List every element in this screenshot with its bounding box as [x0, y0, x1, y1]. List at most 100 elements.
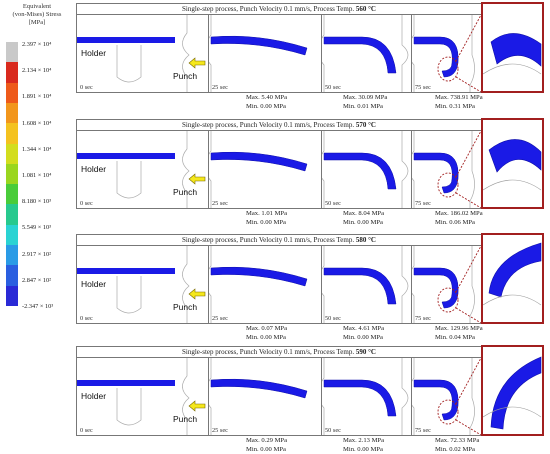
- arrow-icon: [188, 400, 206, 412]
- max-stress: Max. 4.61 MPa: [343, 325, 385, 332]
- legend-swatch: [6, 42, 18, 63]
- time-label: 75 sec: [415, 427, 431, 434]
- stress-stats: Max. 4.61 MPa Min. 0.00 MPa: [343, 324, 384, 342]
- workpiece-bent: [413, 379, 459, 421]
- punch-outline: [401, 131, 409, 208]
- min-stress: Min. 0.06 MPa: [435, 219, 475, 226]
- stress-stats: Max. 738.91 MPa Min. 0.31 MPa: [435, 93, 483, 111]
- workpiece-bent: [323, 36, 397, 74]
- holder-label: Holder: [81, 48, 107, 58]
- legend-tick-label: -2.347 × 10³: [22, 303, 54, 310]
- zoom-leader-line: [455, 192, 481, 208]
- time-panel: 25 sec: [208, 130, 323, 209]
- die-outline: [412, 131, 415, 208]
- zoom-leader-line: [455, 15, 481, 62]
- die-outline: [322, 131, 325, 208]
- punch-outline: [401, 15, 409, 92]
- time-label: 0 sec: [80, 200, 93, 207]
- holder-label: Holder: [81, 164, 107, 174]
- time-panel: Holder Punch 0 sec: [76, 357, 210, 436]
- legend-tick-label: 5.549 × 10³: [22, 224, 52, 232]
- die-outline: [322, 15, 325, 92]
- zoomed-workpiece: [488, 242, 542, 298]
- workpiece-bent: [210, 35, 308, 56]
- punch-label: Punch: [173, 187, 198, 197]
- time-panel: 50 sec: [321, 245, 413, 324]
- zoomed-die-edge: [483, 294, 542, 306]
- zoom-region-circle: [437, 56, 459, 82]
- case-title-text: Single-step process, Punch Velocity 0.1 …: [182, 348, 356, 356]
- workpiece-bent: [210, 266, 308, 287]
- legend-tick-label: 8.180 × 10³: [22, 198, 52, 206]
- stress-stats: Max. 1.01 MPa Min. 0.00 MPa: [246, 209, 287, 227]
- time-label: 0 sec: [80, 315, 93, 322]
- die-outline: [209, 131, 212, 208]
- stress-stats: Max. 5.40 MPa Min. 0.00 MPa: [246, 93, 287, 111]
- stress-stats: Max. 72.33 MPa Min. 0.02 MPa: [435, 436, 479, 454]
- punch-label: Punch: [173, 414, 198, 424]
- time-label: 50 sec: [325, 84, 341, 91]
- punch-label: Punch: [173, 302, 198, 312]
- time-panel: 75 sec: [411, 357, 482, 436]
- workpiece-sheet: [77, 268, 175, 274]
- time-panel: Holder Punch 0 sec: [76, 130, 210, 209]
- holder-outline: [116, 276, 142, 314]
- legend-swatch: [6, 184, 18, 205]
- time-label: 50 sec: [325, 200, 341, 207]
- workpiece-bent: [323, 379, 397, 417]
- legend-swatch: [6, 224, 18, 246]
- time-panel: 50 sec: [321, 14, 413, 93]
- legend-swatch: [6, 62, 18, 84]
- max-stress: Max. 186.02 MPa: [435, 210, 483, 217]
- case-temperature: 560 °C: [355, 5, 376, 13]
- zoom-leader-line: [455, 76, 481, 92]
- time-panel: 75 sec: [411, 14, 482, 93]
- workpiece-bent: [413, 36, 459, 78]
- zoom-region-circle: [437, 287, 459, 313]
- time-label: 75 sec: [415, 315, 431, 322]
- legend-tick-label: 1.608 × 10⁴: [22, 119, 52, 127]
- max-stress: Max. 738.91 MPa: [435, 94, 483, 101]
- punch-outline: [182, 15, 190, 92]
- min-stress: Min. 0.00 MPa: [246, 446, 286, 453]
- workpiece-bent: [323, 267, 397, 305]
- arrow-icon: [188, 288, 206, 300]
- zoomed-workpiece: [490, 356, 542, 430]
- zoom-panel: [481, 233, 544, 324]
- punch-outline: [401, 246, 409, 323]
- time-panel: 25 sec: [208, 245, 323, 324]
- time-label: 50 sec: [325, 315, 341, 322]
- punch-outline: [182, 131, 190, 208]
- zoom-region-circle: [437, 172, 459, 198]
- workpiece-sheet: [77, 37, 175, 43]
- max-stress: Max. 8.04 MPa: [343, 210, 385, 217]
- die-outline: [322, 246, 325, 323]
- zoomed-workpiece: [488, 139, 542, 173]
- holder-label: Holder: [81, 391, 107, 401]
- stress-stats: Max. 30.09 MPa Min. 0.01 MPa: [343, 93, 387, 111]
- punch-outline: [469, 131, 475, 208]
- min-stress: Min. 0.00 MPa: [246, 219, 286, 226]
- zoom-panel: [481, 345, 544, 436]
- legend-tick-label: 2.847 × 10²: [22, 276, 52, 284]
- max-stress: Max. 0.07 MPa: [246, 325, 288, 332]
- stress-stats: Max. 2.13 MPa Min. 0.00 MPa: [343, 436, 384, 454]
- case-temperature: 570 °C: [355, 121, 376, 129]
- legend-swatch: [6, 204, 18, 226]
- time-label: 75 sec: [415, 84, 431, 91]
- case-title-text: Single-step process, Punch Velocity 0.1 …: [182, 5, 356, 13]
- min-stress: Min. 0.00 MPa: [246, 103, 286, 110]
- punch-label: Punch: [173, 71, 198, 81]
- min-stress: Min. 0.02 MPa: [435, 446, 475, 453]
- holder-outline: [116, 388, 142, 426]
- legend-swatch: [6, 265, 18, 287]
- zoom-region-circle: [437, 399, 459, 425]
- zoomed-die-edge: [483, 406, 542, 418]
- time-label: 25 sec: [212, 200, 228, 207]
- zoom-leader-line: [455, 358, 481, 405]
- zoom-leader-line: [455, 131, 481, 178]
- stress-stats: Max. 0.29 MPa Min. 0.00 MPa: [246, 436, 287, 454]
- legend-tick-label: 2.917 × 10²: [22, 250, 52, 258]
- min-stress: Min. 0.00 MPa: [343, 219, 383, 226]
- case-title-text: Single-step process, Punch Velocity 0.1 …: [182, 121, 356, 129]
